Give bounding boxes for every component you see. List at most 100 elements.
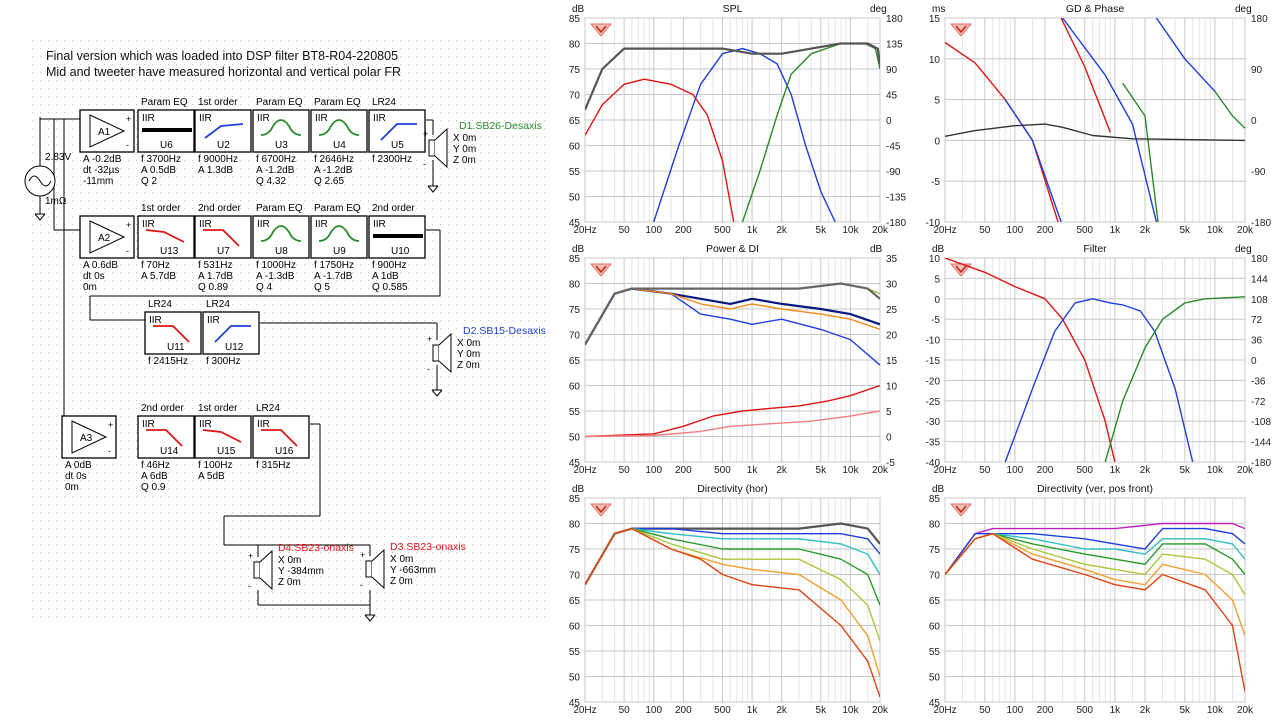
series-line-2 — [741, 42, 880, 222]
x-tick-label: 50 — [619, 465, 631, 476]
block-param: Q 5 — [314, 282, 331, 293]
y-tick-label: 65 — [569, 116, 581, 127]
block-label: U15 — [217, 446, 236, 457]
block-box — [194, 109, 252, 153]
block-param: Q 0.9 — [141, 482, 166, 493]
driver-name: D4.SB23-onaxis — [278, 542, 354, 554]
x-tick-label: 20k — [872, 705, 889, 716]
amp-minus: - — [108, 446, 111, 456]
y-tick-label: 80 — [569, 520, 581, 531]
series-line-1 — [1060, 18, 1111, 133]
voltage-source[interactable]: 2.83V 1mΩ — [24, 152, 71, 207]
speaker-minus: - — [427, 364, 430, 374]
x-tick-label: 20Hz — [573, 465, 596, 476]
y2-tick-label: 15 — [886, 356, 898, 367]
y-tick-label: 60 — [929, 622, 941, 633]
x-tick-label: 200 — [675, 465, 692, 476]
block-param: Q 2.65 — [314, 176, 344, 187]
block-iir: IIR — [257, 419, 270, 430]
block-label: U9 — [333, 246, 346, 257]
y2-tick-label: -144 — [1251, 438, 1271, 449]
block-type: Param EQ — [314, 203, 361, 214]
y-tick-label: 50 — [569, 673, 581, 684]
block-box — [368, 109, 426, 153]
source-resistance: 1mΩ — [45, 196, 67, 207]
block-iir: IIR — [142, 219, 155, 230]
x-tick-label: 500 — [1076, 465, 1093, 476]
y-axis-unit: dB — [932, 484, 945, 495]
block-type: LR24 — [256, 403, 280, 414]
x-tick-label: 20k — [872, 225, 889, 236]
block-param: f 315Hz — [256, 460, 290, 471]
amp-plus: + — [126, 114, 131, 124]
block-iir: IIR — [257, 113, 270, 124]
y-tick-label: -30 — [926, 417, 941, 428]
chart-title: SPL — [723, 3, 743, 15]
y2-tick-label: 0 — [1251, 356, 1257, 367]
y-tick-label: 75 — [569, 545, 581, 556]
chart-title: Filter — [1083, 243, 1107, 255]
series-line-4 — [1155, 18, 1216, 92]
block-param: Q 4.32 — [256, 176, 286, 187]
y-tick-label: 65 — [569, 596, 581, 607]
chart-title: GD & Phase — [1066, 3, 1125, 15]
x-tick-label: 50 — [979, 705, 991, 716]
x-tick-label: 1k — [747, 705, 759, 716]
driver-name: D1.SB26-Desaxis — [459, 120, 542, 132]
x-tick-label: 20k — [1237, 705, 1254, 716]
app-logo-icon — [949, 503, 973, 517]
block-param: A -1.2dB — [314, 165, 353, 176]
block-type: Param EQ — [256, 97, 303, 108]
y-tick-label: 60 — [569, 622, 581, 633]
x-tick-label: 2k — [776, 705, 788, 716]
block-param: A 5dB — [198, 471, 225, 482]
series-line-2 — [1104, 296, 1245, 462]
y-tick-label: -10 — [926, 218, 941, 229]
x-tick-label: 20k — [1237, 465, 1254, 476]
y2-tick-label: 0 — [1251, 116, 1257, 127]
y-tick-label: 15 — [929, 14, 941, 25]
logo-mark — [955, 25, 967, 34]
series-line-0 — [585, 78, 735, 222]
app-logo-icon — [589, 263, 613, 277]
y-tick-label: -25 — [926, 397, 941, 408]
x-tick-label: 100 — [1007, 465, 1024, 476]
y-tick-label: 75 — [569, 305, 581, 316]
y-tick-label: -10 — [926, 336, 941, 347]
filter-block-u11: LR24 IIR U11 f 2415Hz — [144, 299, 202, 367]
amp-param: A 0.6dB — [83, 260, 118, 271]
series-line-7 — [945, 123, 1245, 142]
y-tick-label: 70 — [569, 331, 581, 342]
series-line-0 — [945, 258, 1116, 462]
speaker-plus: + — [423, 129, 428, 139]
block-curve — [204, 123, 244, 139]
block-param: f 1000Hz — [256, 260, 296, 271]
series-line-2 — [1004, 99, 1062, 222]
driver-coord: Y -663mm — [390, 565, 436, 576]
y2-tick-label: 108 — [1251, 295, 1268, 306]
x-tick-label: 500 — [714, 225, 731, 236]
amp-param: -11mm — [83, 176, 113, 187]
amp-triangle — [71, 420, 108, 454]
speaker-cone — [371, 548, 385, 590]
amp-triangle — [89, 114, 126, 148]
schematic-canvas: Final version which was loaded into DSP … — [24, 40, 546, 622]
speaker-minus: - — [248, 581, 251, 591]
amp-label: A1 — [98, 127, 111, 138]
driver-coord: X 0m — [453, 133, 476, 144]
y2-tick-label: -90 — [1251, 167, 1266, 178]
x-tick-label: 1k — [1110, 225, 1122, 236]
block-param: Q 0.585 — [372, 282, 408, 293]
block-type: 1st order — [198, 97, 238, 108]
x-tick-label: 200 — [675, 705, 692, 716]
x-tick-label: 50 — [619, 225, 631, 236]
y2-tick-label: 36 — [1251, 336, 1263, 347]
schematic-header-line2: Mid and tweeter have measured horizontal… — [46, 65, 401, 79]
app-logo-icon — [589, 23, 613, 37]
y-tick-label: 80 — [569, 40, 581, 51]
